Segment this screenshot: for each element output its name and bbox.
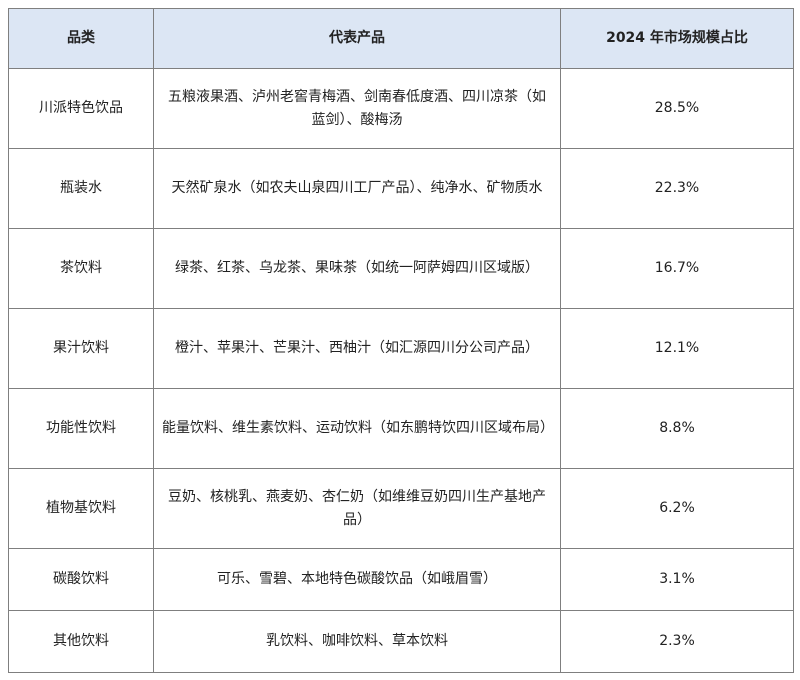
table-row: 功能性饮料 能量饮料、维生素饮料、运动饮料（如东鹏特饮四川区域布局） 8.8% bbox=[8, 388, 794, 469]
table-row: 其他饮料 乳饮料、咖啡饮料、草本饮料 2.3% bbox=[8, 610, 794, 673]
table-row: 瓶装水 天然矿泉水（如农夫山泉四川工厂产品）、纯净水、矿物质水 22.3% bbox=[8, 148, 794, 229]
data-table: 品类 代表产品 2024 年市场规模占比 川派特色饮品 五粮液果酒、泸州老窖青梅酒、剑… bbox=[8, 8, 794, 673]
share-cell: 16.7% bbox=[560, 228, 794, 309]
share-cell: 2.3% bbox=[560, 610, 794, 673]
category-cell: 功能性饮料 bbox=[8, 388, 154, 469]
table-row: 川派特色饮品 五粮液果酒、泸州老窖青梅酒、剑南春低度酒、四川凉茶（如蓝剑）、酸梅汤… bbox=[8, 68, 794, 149]
products-cell: 乳饮料、咖啡饮料、草本饮料 bbox=[153, 610, 561, 673]
products-cell: 能量饮料、维生素饮料、运动饮料（如东鹏特饮四川区域布局） bbox=[153, 388, 561, 469]
header-cell: 代表产品 bbox=[153, 8, 561, 69]
share-cell: 8.8% bbox=[560, 388, 794, 469]
category-cell: 植物基饮料 bbox=[8, 468, 154, 549]
category-cell: 果汁饮料 bbox=[8, 308, 154, 389]
share-cell: 22.3% bbox=[560, 148, 794, 229]
category-cell: 瓶装水 bbox=[8, 148, 154, 229]
products-cell: 可乐、雪碧、本地特色碳酸饮品（如峨眉雪） bbox=[153, 548, 561, 611]
header-row: 品类 代表产品 2024 年市场规模占比 bbox=[8, 8, 794, 69]
category-cell: 其他饮料 bbox=[8, 610, 154, 673]
table-body: 川派特色饮品 五粮液果酒、泸州老窖青梅酒、剑南春低度酒、四川凉茶（如蓝剑）、酸梅汤… bbox=[8, 68, 794, 673]
category-cell: 茶饮料 bbox=[8, 228, 154, 309]
category-cell: 碳酸饮料 bbox=[8, 548, 154, 611]
products-cell: 豆奶、核桃乳、燕麦奶、杏仁奶（如维维豆奶四川生产基地产品） bbox=[153, 468, 561, 549]
share-cell: 12.1% bbox=[560, 308, 794, 389]
products-cell: 绿茶、红茶、乌龙茶、果味茶（如统一阿萨姆四川区域版） bbox=[153, 228, 561, 309]
products-cell: 五粮液果酒、泸州老窖青梅酒、剑南春低度酒、四川凉茶（如蓝剑）、酸梅汤 bbox=[153, 68, 561, 149]
products-cell: 天然矿泉水（如农夫山泉四川工厂产品）、纯净水、矿物质水 bbox=[153, 148, 561, 229]
table-row: 茶饮料 绿茶、红茶、乌龙茶、果味茶（如统一阿萨姆四川区域版） 16.7% bbox=[8, 228, 794, 309]
products-cell: 橙汁、苹果汁、芒果汁、西柚汁（如汇源四川分公司产品） bbox=[153, 308, 561, 389]
table-row: 果汁饮料 橙汁、苹果汁、芒果汁、西柚汁（如汇源四川分公司产品） 12.1% bbox=[8, 308, 794, 389]
header-cell: 2024 年市场规模占比 bbox=[560, 8, 794, 69]
table-row: 碳酸饮料 可乐、雪碧、本地特色碳酸饮品（如峨眉雪） 3.1% bbox=[8, 548, 794, 611]
share-cell: 6.2% bbox=[560, 468, 794, 549]
header-cell: 品类 bbox=[8, 8, 154, 69]
share-cell: 28.5% bbox=[560, 68, 794, 149]
category-cell: 川派特色饮品 bbox=[8, 68, 154, 149]
table-row: 植物基饮料 豆奶、核桃乳、燕麦奶、杏仁奶（如维维豆奶四川生产基地产品） 6.2% bbox=[8, 468, 794, 549]
share-cell: 3.1% bbox=[560, 548, 794, 611]
